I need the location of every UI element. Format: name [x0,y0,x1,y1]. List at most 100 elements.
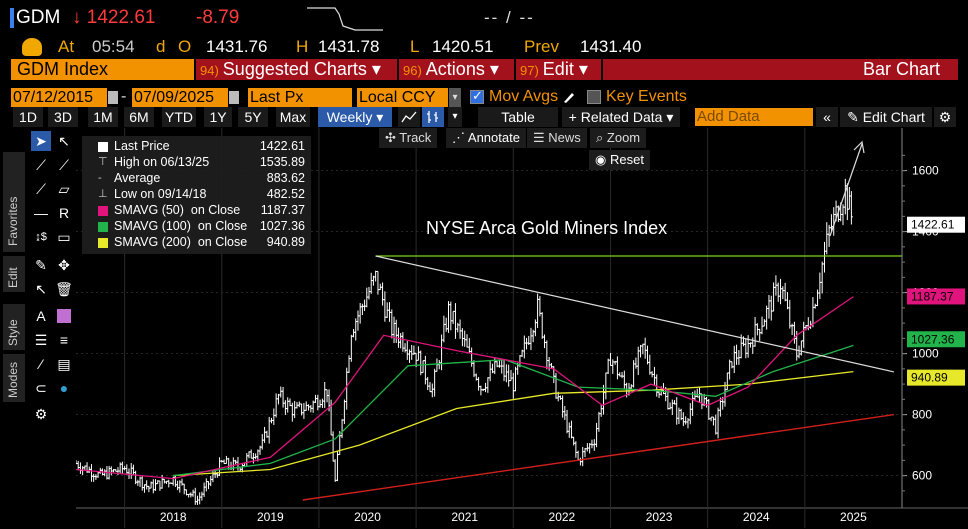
line-style-icon[interactable]: ☰ [34,332,48,348]
legend-row: ⊤ High on 06/13/25 1535.89 [82,155,311,171]
horizontal-line-icon[interactable]: — [34,205,48,221]
ticker-marker [10,8,14,28]
legend-row: - Average 883.62 [82,171,311,187]
tab-edit[interactable]: Edit [3,256,25,292]
colors-icon[interactable]: ● [59,380,69,396]
gear-icon[interactable]: ⚙ [34,406,48,422]
chart-title: NYSE Arca Gold Miners Index [426,218,668,238]
edit-menu[interactable]: 97) Edit ▾ [520,59,588,80]
quote-detail: At 05:54 d O 1431.76 H 1431.78 L 1420.51… [0,36,968,58]
price-chart[interactable]: 6008001000120014001600201820192020202120… [74,128,968,529]
price-tag-label: 1027.36 [911,332,955,346]
period-1y[interactable]: 1Y [204,107,232,127]
cursor-icon[interactable]: ➤ [31,131,51,151]
key-events-label[interactable]: Key Events [606,88,687,105]
add-data-input[interactable]: Add Data [695,108,813,126]
news-button[interactable]: ☰ News [527,128,587,148]
mov-avgs-checkbox[interactable] [470,88,484,104]
field-select[interactable]: Last Px [248,88,352,107]
net-change: -8.79 [196,7,240,28]
chart-area[interactable]: 6008001000120014001600201820192020202120… [74,128,968,529]
edit-chart-label: Edit Chart [862,109,925,125]
rectangle-tool-icon[interactable]: ▭ [57,229,71,245]
period-5y[interactable]: 5Y [238,107,268,127]
tab-style[interactable]: Style [3,304,25,350]
fill-color-icon[interactable] [54,306,74,326]
actions-menu[interactable]: 96) Actions ▾ [403,59,499,80]
pencil-mode-icon[interactable]: ⁄ [39,356,43,372]
price-level-icon[interactable]: ↨$ [35,231,47,243]
x-tick-label: 2023 [646,510,673,524]
crosshair-cursor-icon[interactable]: ↖ [58,133,70,149]
trendline-tool-icon[interactable]: ⟋ [36,181,46,197]
high-value: 1431.78 [318,37,380,56]
legend-swatch [98,238,108,248]
chart-mode-icon[interactable]: ▤ [57,356,71,372]
quote-time: 05:54 [92,37,135,56]
gear-icon[interactable]: ⚙ [934,107,956,127]
annotate-button[interactable]: ⋰ Annotate [446,128,526,148]
zoom-button[interactable]: ⌕ Zoom [590,128,647,148]
menu-number: 97) [520,63,539,78]
menu-label: Actions ▾ [425,59,499,79]
end-date-field[interactable]: 07/09/2025 [132,88,228,107]
chevron-down-icon[interactable]: ▾ [448,107,462,127]
open-value: 1431.76 [206,37,268,56]
font-icon[interactable]: A [36,308,46,324]
currency-select[interactable]: Local CCY [357,88,448,107]
start-date-field[interactable]: 07/12/2015 [11,88,107,107]
intraday-sparkline [307,7,383,31]
period-6m[interactable]: 6M [124,107,154,127]
ticker-symbol[interactable]: GDM [16,7,61,28]
magnet-icon[interactable]: ⊂ [35,380,47,396]
period-1d[interactable]: 1D [13,107,43,127]
period-3d[interactable]: 3D [48,107,78,127]
suggested-charts-menu[interactable]: 94) Suggested Charts ▾ [200,59,381,80]
related-data-button[interactable]: + Related Data ▾ [562,107,680,127]
sma-100-line [173,344,854,477]
calendar-icon[interactable] [108,91,118,104]
select-cursor-icon[interactable]: ↖ [35,281,47,297]
text-tool-icon[interactable]: R [58,205,70,221]
edit-pen-icon[interactable]: ✎ [35,257,47,273]
at-label: At [58,37,75,56]
calendar-icon[interactable] [229,91,239,104]
table-button[interactable]: Table [478,107,558,127]
chart-legend: Last Price 1422.61 ⊤ High on 06/13/25 1535.8… [82,136,311,254]
period-1m[interactable]: 1M [88,107,118,127]
frequency-select[interactable]: Weekly ▾ [318,107,392,127]
collapse-icon[interactable]: « [816,107,838,127]
reset-label: Reset [609,152,644,167]
bar-chart-icon[interactable] [422,107,444,127]
legend-value: 883.62 [266,171,305,185]
track-button[interactable]: ✣ Track [379,128,438,148]
legend-label: Low on 09/14/18 [114,187,207,201]
d-label: d [156,37,166,56]
trash-icon[interactable]: 🗑 [55,281,73,297]
chevron-down-icon[interactable]: ▾ [449,88,461,107]
pencil-icon[interactable] [562,90,576,104]
security-field[interactable]: GDM Index [11,59,194,80]
line-tool-icon[interactable]: ⟋ [36,157,46,173]
line-chart-icon[interactable] [398,107,420,127]
low-label: L [410,37,420,56]
menu-divider [514,59,516,80]
tab-modes[interactable]: Modes [3,354,25,402]
key-events-checkbox[interactable] [587,90,601,104]
news-label: News [548,130,581,145]
down-arrow-icon: ↓ [72,7,82,28]
edit-chart-button[interactable]: ✎ Edit Chart [840,107,932,127]
ray-tool-icon[interactable]: ⟋ [59,157,69,173]
legend-value: 1027.36 [259,219,305,233]
quote-header: GDM ↓ 1422.61 -8.79 -- / -- [0,0,968,36]
channel-tool-icon[interactable]: ▱ [58,181,70,197]
mov-avgs-label[interactable]: Mov Avgs [489,88,559,105]
legend-row: ⊥ Low on 09/14/18 482.52 [82,187,311,203]
move-icon[interactable]: ✥ [58,257,70,273]
chart-type[interactable]: Bar Chart [863,59,941,79]
period-ytd[interactable]: YTD [162,107,196,127]
reset-button[interactable]: ◉ Reset [589,150,650,170]
tab-favorites[interactable]: Favorites [3,152,25,252]
period-max[interactable]: Max [276,107,310,127]
line-weight-icon[interactable]: ≡ [59,332,69,348]
